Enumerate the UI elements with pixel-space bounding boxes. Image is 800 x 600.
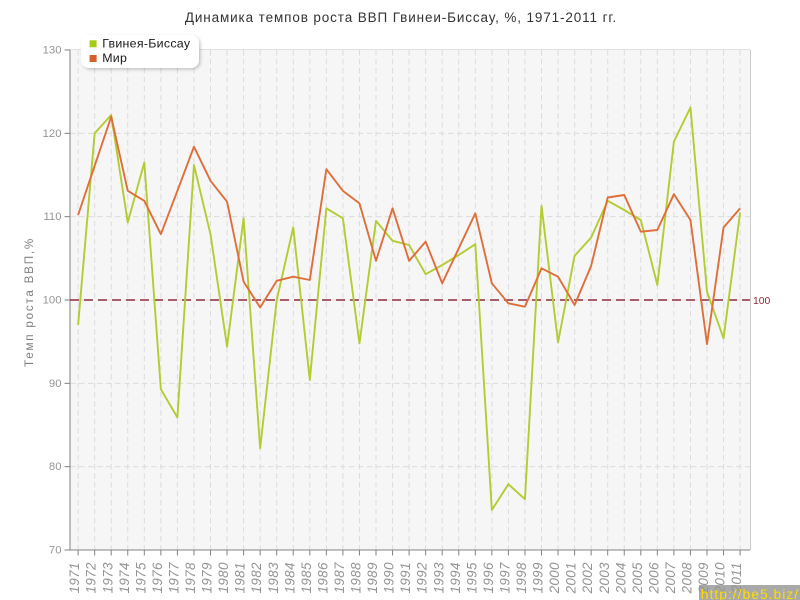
- svg-text:1996: 1996: [481, 562, 496, 593]
- svg-text:90: 90: [49, 378, 62, 390]
- svg-text:1980: 1980: [216, 562, 231, 593]
- svg-text:130: 130: [43, 45, 62, 57]
- svg-text:2011: 2011: [729, 562, 744, 593]
- svg-text:1981: 1981: [233, 562, 248, 593]
- svg-text:1974: 1974: [117, 562, 132, 593]
- svg-text:2001: 2001: [564, 562, 579, 594]
- svg-text:1988: 1988: [349, 562, 364, 593]
- svg-text:2006: 2006: [646, 562, 661, 594]
- svg-text:2002: 2002: [580, 562, 595, 594]
- svg-text:1979: 1979: [200, 562, 215, 593]
- svg-text:1972: 1972: [84, 562, 99, 593]
- svg-text:2008: 2008: [680, 562, 695, 594]
- svg-text:1985: 1985: [299, 562, 314, 593]
- svg-text:1994: 1994: [448, 562, 463, 593]
- svg-text:1984: 1984: [282, 562, 297, 593]
- svg-text:2005: 2005: [630, 562, 645, 594]
- svg-text:2004: 2004: [613, 562, 628, 594]
- svg-text:2010: 2010: [713, 562, 728, 594]
- svg-text:Мир: Мир: [102, 51, 127, 65]
- svg-text:1989: 1989: [365, 562, 380, 593]
- svg-text:1986: 1986: [315, 562, 330, 593]
- svg-text:100: 100: [43, 295, 62, 307]
- svg-text:Динамика темпов роста ВВП Гвин: Динамика темпов роста ВВП Гвинеи-Биссау,…: [185, 10, 617, 25]
- svg-text:1978: 1978: [183, 562, 198, 593]
- svg-text:1991: 1991: [398, 562, 413, 593]
- svg-text:120: 120: [43, 128, 62, 140]
- svg-text:2009: 2009: [696, 562, 711, 594]
- svg-text:1977: 1977: [167, 562, 182, 593]
- svg-text:1995: 1995: [464, 562, 479, 593]
- svg-text:1998: 1998: [514, 562, 529, 593]
- svg-text:100: 100: [753, 296, 771, 307]
- svg-text:Гвинея-Биссау: Гвинея-Биссау: [102, 37, 191, 51]
- svg-text:1999: 1999: [531, 562, 546, 593]
- svg-text:1993: 1993: [431, 562, 446, 593]
- svg-text:2003: 2003: [597, 562, 612, 594]
- svg-text:1975: 1975: [133, 562, 148, 593]
- svg-text:1992: 1992: [415, 562, 430, 593]
- svg-text:1987: 1987: [332, 562, 347, 593]
- svg-text:1976: 1976: [150, 562, 165, 593]
- svg-text:1973: 1973: [100, 562, 115, 593]
- svg-text:1990: 1990: [382, 562, 397, 593]
- svg-text:1983: 1983: [266, 562, 281, 593]
- svg-text:110: 110: [43, 211, 61, 223]
- svg-text:2000: 2000: [547, 562, 562, 594]
- svg-text:1997: 1997: [498, 562, 513, 593]
- svg-text:2007: 2007: [663, 562, 678, 594]
- svg-text:80: 80: [49, 461, 62, 473]
- svg-text:http://be5.biz/: http://be5.biz/: [701, 586, 799, 600]
- svg-text:1971: 1971: [67, 562, 82, 593]
- svg-text:Темп роста ВВП,%: Темп роста ВВП,%: [23, 237, 36, 367]
- svg-text:70: 70: [49, 545, 62, 557]
- svg-text:1982: 1982: [249, 562, 264, 593]
